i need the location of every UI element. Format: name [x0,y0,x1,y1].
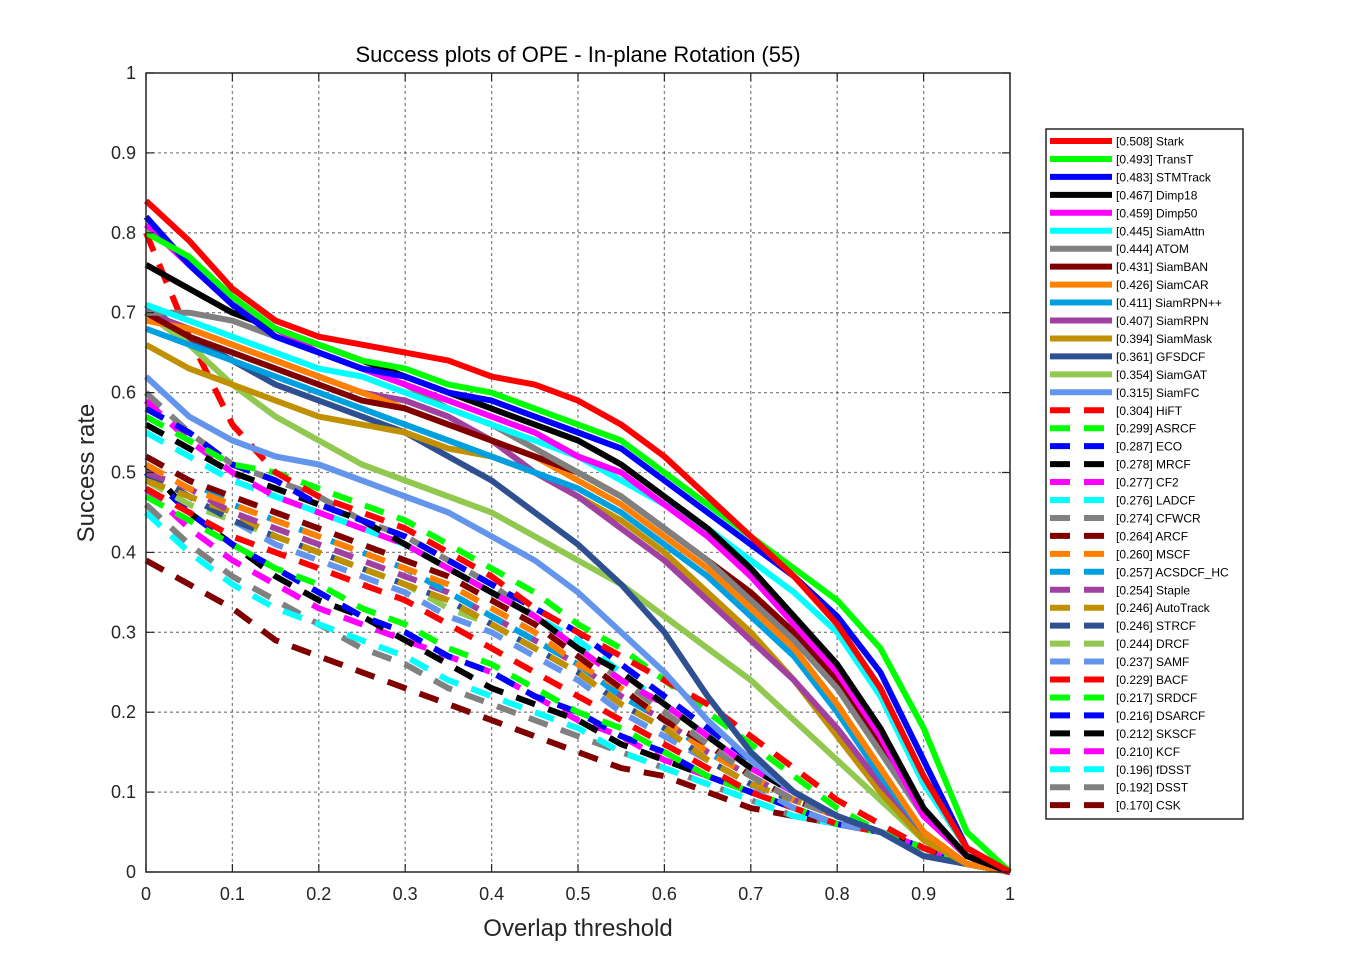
x-tick-label: 1 [1005,884,1015,904]
series-line-13 [144,310,1011,875]
legend-entry: [0.170] CSK [1116,799,1181,813]
legend-entry: [0.246] AutoTrack [1116,601,1211,615]
legend-entry: [0.287] ECO [1116,440,1182,454]
legend-entry: [0.212] SKSCF [1116,727,1196,741]
x-axis-label: Overlap threshold [483,915,672,942]
legend-entry: [0.260] MSCF [1116,547,1190,561]
legend-entry: [0.354] SiamGAT [1116,368,1208,382]
legend-entry: [0.274] CFWCR [1116,511,1201,525]
legend-entry: [0.257] ACSDCF_HC [1116,565,1229,579]
series-line-1 [144,230,1013,875]
series-line-12 [144,302,1011,875]
x-tick-label: 0.3 [393,884,418,904]
legend: [0.508] Stark [0.493] TransT [0.483] STMTr… [1045,128,1244,820]
legend-box [1045,128,1244,820]
legend-entry: [0.411] SiamRPN++ [1116,296,1222,310]
axes [145,72,1011,873]
y-tick-label: 0.5 [111,463,136,483]
y-tick-label: 0.7 [111,303,136,323]
y-tick-label: 0 [126,862,136,882]
series-line-32 [143,470,1011,875]
legend-entry: [0.315] SiamFC [1116,386,1200,400]
x-tick-label: 0.5 [565,884,590,904]
legend-entry: [0.467] Dimp18 [1116,188,1198,202]
legend-entry: [0.277] CF2 [1116,476,1179,490]
legend-entry: [0.444] ATOM [1116,242,1189,256]
x-tick-label: 0 [141,884,151,904]
series-line-9 [144,325,1011,875]
legend-entry: [0.459] Dimp50 [1116,206,1198,220]
legend-entry: [0.264] ARCF [1116,529,1188,543]
y-tick-label: 0.4 [111,542,136,562]
legend-entry: [0.493] TransT [1116,152,1194,166]
legend-entry: [0.361] GFSDCF [1116,350,1205,364]
legend-entry: [0.276] LADCF [1116,494,1195,508]
y-tick-label: 0.3 [111,622,136,642]
series-line-34 [143,486,1011,875]
series-line-29 [144,469,1011,875]
x-tick-label: 0.1 [220,884,245,904]
legend-entry: [0.229] BACF [1116,673,1188,687]
legend-entry: [0.254] Staple [1116,583,1190,597]
legend-entry: [0.508] Stark [1116,135,1185,149]
legend-entry: [0.431] SiamBAN [1116,260,1208,274]
legend-entry: [0.217] SRDCF [1116,691,1197,705]
legend-entry: [0.299] ASRCF [1116,422,1196,436]
chart-title: Success plots of OPE - In-plane Rotation… [355,42,800,67]
legend-entry: [0.483] STMTrack [1116,170,1212,184]
series-line-15 [143,231,1011,875]
series-line-0 [143,198,1012,875]
y-tick-label: 0.9 [111,143,136,163]
legend-entry: [0.237] SAMF [1116,655,1189,669]
y-tick-label: 0.6 [111,383,136,403]
y-axis-label: Success rate [73,404,100,543]
y-tick-label: 0.1 [111,782,136,802]
tick-labels: 0 0.1 0.2 0.3 0.4 0.5 0.6 0.7 0.8 0.9 1 0 0.1 0.2 0.3 0… [111,63,1015,904]
series-line-21 [143,390,1011,875]
y-tick-label: 0.2 [111,702,136,722]
x-tick-label: 0.4 [479,884,504,904]
legend-entry: [0.244] DRCF [1116,637,1189,651]
y-tick-label: 0.8 [111,223,136,243]
legend-entry: [0.196] fDSST [1116,763,1192,777]
x-tick-label: 0.7 [738,884,763,904]
x-tick-label: 0.6 [652,884,677,904]
x-tick-label: 0.8 [825,884,850,904]
legend-entry: [0.394] SiamMask [1116,332,1213,346]
legend-entry: [0.216] DSARCF [1116,709,1205,723]
x-tick-label: 0.2 [306,884,331,904]
legend-entry: [0.407] SiamRPN [1116,314,1209,328]
series-line-8 [145,317,1011,875]
series-line-23 [144,461,1011,875]
series-line-2 [143,214,1012,875]
series-layer [143,198,1013,875]
legend-entry: [0.304] HiFT [1116,404,1183,418]
legend-entry: [0.278] MRCF [1116,458,1191,472]
legend-entry: [0.426] SiamCAR [1116,278,1209,292]
legend-entry: [0.210] KCF [1116,745,1180,759]
x-tick-label: 0.9 [911,884,936,904]
series-line-22 [144,453,1011,875]
legend-entry: [0.246] STRCF [1116,619,1196,633]
series-line-27 [144,469,1011,875]
y-tick-label: 1 [126,63,136,83]
legend-entry: [0.192] DSST [1116,781,1189,795]
series-line-19 [143,398,1011,875]
legend-entry: [0.445] SiamAttn [1116,224,1205,238]
